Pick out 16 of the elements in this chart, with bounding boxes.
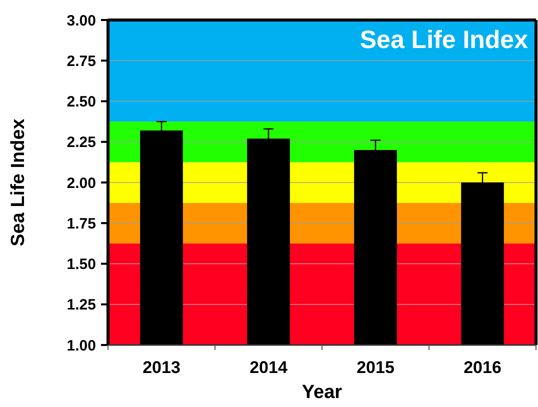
x-axis-title: Year [302, 382, 343, 403]
x-tick-label: 2014 [250, 358, 288, 377]
chart-title: Sea Life Index [360, 26, 528, 54]
y-tick-label: 2.25 [66, 134, 96, 152]
y-tick-label: 1.00 [66, 337, 96, 354]
y-tick-label: 1.25 [66, 296, 96, 314]
x-tick-label: 2013 [142, 358, 180, 377]
y-tick-label: 2.50 [66, 94, 96, 110]
y-tick-label: 2.00 [66, 174, 96, 192]
y-tick-label: 2.75 [66, 52, 96, 70]
y-tick-label: 1.50 [66, 256, 96, 273]
y-tick-label: 1.75 [66, 215, 96, 232]
y-tick-label: 3.00 [66, 12, 96, 30]
y-axis-title: Sea Life Index [8, 118, 29, 246]
x-tick-label: 2015 [356, 358, 394, 377]
x-tick-label: 2016 [464, 358, 502, 377]
